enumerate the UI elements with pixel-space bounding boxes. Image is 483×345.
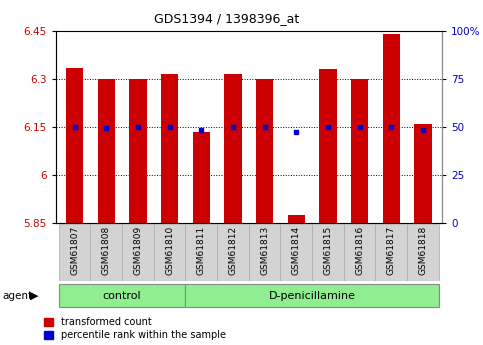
Text: GSM61818: GSM61818 [418, 226, 427, 275]
Bar [224, 74, 242, 223]
Text: GSM61812: GSM61812 [228, 226, 238, 275]
Text: agent: agent [2, 291, 32, 301]
Bar [414, 124, 432, 223]
Text: ▶: ▶ [30, 291, 39, 301]
FancyBboxPatch shape [185, 284, 439, 307]
Legend: transformed count, percentile rank within the sample: transformed count, percentile rank withi… [43, 317, 226, 340]
Text: GSM61808: GSM61808 [102, 226, 111, 275]
FancyBboxPatch shape [344, 224, 375, 281]
FancyBboxPatch shape [90, 224, 122, 281]
Text: D-penicillamine: D-penicillamine [269, 291, 355, 301]
FancyBboxPatch shape [375, 224, 407, 281]
Bar [129, 79, 147, 223]
Text: GSM61807: GSM61807 [70, 226, 79, 275]
Bar [287, 215, 305, 223]
FancyBboxPatch shape [249, 224, 281, 281]
Text: GDS1394 / 1398396_at: GDS1394 / 1398396_at [155, 12, 299, 25]
Bar [319, 69, 337, 223]
Bar [161, 74, 178, 223]
Text: GSM61811: GSM61811 [197, 226, 206, 275]
Text: GSM61817: GSM61817 [387, 226, 396, 275]
Text: GSM61810: GSM61810 [165, 226, 174, 275]
Text: GSM61814: GSM61814 [292, 226, 301, 275]
FancyBboxPatch shape [217, 224, 249, 281]
Text: GSM61815: GSM61815 [324, 226, 332, 275]
FancyBboxPatch shape [407, 224, 439, 281]
FancyBboxPatch shape [59, 224, 90, 281]
Bar [351, 79, 369, 223]
Bar [193, 131, 210, 223]
Bar [256, 79, 273, 223]
FancyBboxPatch shape [281, 224, 312, 281]
Text: GSM61813: GSM61813 [260, 226, 269, 275]
Bar [66, 68, 83, 223]
Text: GSM61809: GSM61809 [133, 226, 142, 275]
Bar [383, 34, 400, 223]
FancyBboxPatch shape [122, 224, 154, 281]
Bar [98, 79, 115, 223]
Text: GSM61816: GSM61816 [355, 226, 364, 275]
FancyBboxPatch shape [154, 224, 185, 281]
FancyBboxPatch shape [312, 224, 344, 281]
FancyBboxPatch shape [185, 224, 217, 281]
Text: control: control [103, 291, 142, 301]
FancyBboxPatch shape [59, 284, 185, 307]
